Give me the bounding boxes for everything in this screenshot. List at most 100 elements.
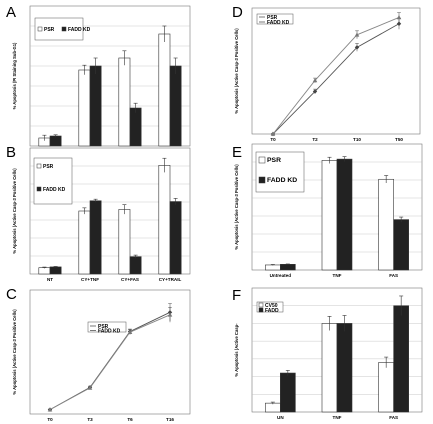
series-line-fadd-kd: [272, 17, 400, 135]
point-triangle: [127, 329, 133, 334]
x-tick-label: T3: [87, 417, 93, 422]
bar-fadd-kd-cy-trail: [169, 201, 182, 275]
bar-psr-fas: [378, 178, 394, 271]
point-triangle: [47, 407, 53, 412]
bar-fadd-kd-cy-tnf: [89, 200, 102, 275]
legend-box: [256, 301, 284, 313]
panel-c: C % Apoptosis (Active Casp-3 Positive Cel…: [6, 286, 191, 422]
bar-psr-cy-tnf: [78, 210, 91, 275]
bar-fadd-kd-nt: [49, 135, 62, 147]
legend-label: FADD KD: [43, 187, 66, 193]
x-tick-label: T16: [166, 417, 174, 422]
plot-frame: [251, 7, 421, 135]
legend-label: FADD: [265, 308, 279, 314]
legend-label: PSR: [98, 324, 109, 330]
x-tick-label: T0: [47, 417, 53, 422]
bar-fadd-kd-cy-trail: [169, 65, 182, 147]
x-tick-label: T50: [395, 137, 403, 142]
x-tick-label: UN: [277, 415, 284, 420]
point-triangle: [396, 15, 402, 20]
bar-psr-cy-trail: [158, 33, 171, 147]
legend-label: FADD KD: [98, 328, 121, 334]
point-triangle: [87, 385, 93, 390]
panel-b: B % Apoptosis (Active Casp-3 Positive Cel…: [6, 144, 191, 282]
panel-label-c: C: [6, 286, 17, 303]
legend-swatch: [36, 186, 42, 192]
legend-label: PSR: [44, 27, 55, 33]
legend-label: PSR: [267, 15, 278, 21]
legend-box: [87, 321, 127, 333]
x-tick-label: CY+TNF: [81, 277, 99, 282]
panel-label-a: A: [6, 4, 16, 21]
x-tick-label: T0: [270, 137, 276, 142]
bar-fadd-un: [280, 372, 296, 413]
bar-cv50-tnf: [321, 323, 338, 413]
panel-label-f: F: [232, 287, 241, 304]
x-tick-label: TNF: [333, 273, 342, 278]
legend-swatch: [258, 176, 266, 184]
panel-f: F % Apoptosis (Active Casp- UN TNF FAS CV50FA…: [232, 287, 423, 420]
legend-swatch: [258, 156, 266, 164]
legend-label: PSR: [267, 157, 281, 164]
bar-fadd-kd-cy-tnf: [89, 65, 102, 147]
panel-e: E % Apoptosis (Active Casp-3 Positive Cel…: [232, 143, 423, 278]
bar-fadd-kd-tnf: [336, 158, 353, 271]
bar-cv50-fas: [378, 362, 394, 413]
bar-psr-cy-fas: [118, 57, 131, 147]
y-axis-label: % Apoptosis (Active Casp-: [234, 323, 239, 377]
x-tick-label: CY+TRAIL: [159, 277, 182, 282]
bar-fadd-fas: [393, 305, 409, 413]
bar-fadd-kd-untreated: [280, 264, 296, 271]
y-axis-label: % Apoptosis (Active Casp-3 Positive Cell…: [12, 168, 17, 254]
bar-fadd-kd-nt: [49, 266, 62, 275]
legend-box: [256, 13, 294, 25]
bar-cv50-un: [265, 402, 281, 413]
legend-label: PSR: [43, 164, 54, 170]
x-tick-label: T2: [312, 137, 318, 142]
point-triangle: [354, 32, 360, 37]
legend-label: FADD KD: [267, 20, 290, 26]
series-line-fadd-kd: [49, 314, 171, 411]
legend-swatch: [36, 163, 42, 169]
point-diamond: [312, 89, 318, 94]
legend-swatch: [258, 307, 264, 313]
y-axis-label: % Apoptosis (Active Casp-3 Positive Cell…: [234, 28, 239, 114]
point-diamond: [396, 21, 402, 26]
x-tick-label: TNF: [333, 415, 342, 420]
point-triangle: [270, 131, 276, 136]
series-line-psr: [272, 23, 400, 135]
plot-frame: [29, 289, 191, 415]
panel-label-e: E: [232, 144, 242, 161]
panel-label-d: D: [232, 4, 243, 21]
point-triangle: [312, 78, 318, 83]
bar-psr-cy-tnf: [78, 69, 91, 147]
legend-box: [34, 17, 84, 41]
legend-swatch: [37, 26, 43, 32]
legend-label: CV50: [265, 303, 278, 309]
x-tick-label: CY+FAS: [121, 277, 139, 282]
legend-label: FADD KD: [68, 27, 91, 33]
bar-psr-cy-trail: [158, 165, 171, 275]
panel-d: D % Apoptosis (Active Casp-3 Positive Cel…: [232, 4, 421, 142]
panel-label-b: B: [6, 144, 16, 161]
bar-psr-untreated: [265, 264, 281, 271]
x-tick-label: T6: [127, 417, 133, 422]
x-tick-label: NT: [47, 277, 53, 282]
x-tick-label: Untreated: [270, 273, 292, 278]
legend-swatch: [61, 26, 67, 32]
bar-psr-tnf: [321, 160, 338, 271]
bar-fadd-kd-cy-fas: [129, 107, 142, 147]
y-axis-label: % Apoptosis (Active Casp-3 Positive Cell…: [234, 164, 239, 250]
legend-swatch: [258, 302, 264, 308]
bar-fadd-kd-fas: [393, 219, 409, 271]
x-tick-label: FAS: [389, 415, 398, 420]
x-tick-label: T10: [353, 137, 361, 142]
bar-psr-cy-fas: [118, 209, 131, 275]
bar-fadd-kd-cy-fas: [129, 256, 142, 275]
panel-a: A% Apoptosis (PI Staining Sub-G1)NTCY+TN…: [6, 4, 191, 154]
legend-label: FADD KD: [267, 177, 297, 184]
point-diamond: [354, 45, 360, 50]
bar-psr-nt: [38, 267, 51, 275]
